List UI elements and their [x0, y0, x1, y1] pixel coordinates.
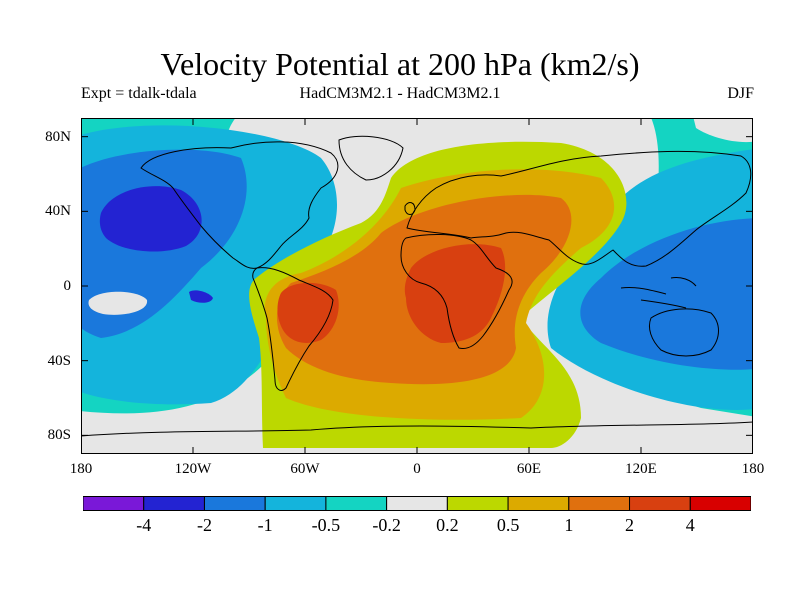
- colorbar-label: 1: [544, 514, 594, 536]
- y-tick-label: 0: [64, 277, 72, 295]
- colorbar-label: 2: [605, 514, 655, 536]
- colorbar-swatch: [326, 497, 387, 511]
- y-tick-label: 40N: [45, 202, 71, 220]
- map-title: Velocity Potential at 200 hPa (km2/s): [0, 44, 800, 84]
- x-tick-label: 120W: [163, 460, 223, 478]
- x-tick-label: 0: [387, 460, 447, 478]
- colorbar-label: -0.5: [301, 514, 351, 536]
- colorbar-swatch: [204, 497, 265, 511]
- map-plot: [81, 118, 753, 454]
- colorbar-label: 4: [665, 514, 715, 536]
- colorbar-swatch: [690, 497, 751, 511]
- colorbar-swatch: [569, 497, 630, 511]
- colorbar-swatch: [144, 497, 205, 511]
- colorbar-label: -0.2: [362, 514, 412, 536]
- colorbar-label: -1: [240, 514, 290, 536]
- x-tick-label: 180: [723, 460, 783, 478]
- colorbar-label: 0.2: [422, 514, 472, 536]
- colorbar-label: -4: [119, 514, 169, 536]
- x-tick-label: 60W: [275, 460, 335, 478]
- x-tick-label: 120E: [611, 460, 671, 478]
- colorbar-swatch: [508, 497, 569, 511]
- y-tick-label: 40S: [48, 352, 71, 370]
- y-tick-label: 80N: [45, 128, 71, 146]
- model-label: HadCM3M2.1 - HadCM3M2.1: [0, 84, 800, 104]
- colorbar: [83, 496, 751, 511]
- colorbar-swatch: [387, 497, 448, 511]
- colorbar-swatch: [447, 497, 508, 511]
- colorbar-swatch: [630, 497, 691, 511]
- colorbar-swatch: [265, 497, 326, 511]
- y-tick-label: 80S: [48, 426, 71, 444]
- x-tick-label: 60E: [499, 460, 559, 478]
- season-label: DJF: [727, 84, 754, 104]
- colorbar-label: -2: [179, 514, 229, 536]
- field-contours: [81, 118, 753, 454]
- x-tick-label: 180: [51, 460, 111, 478]
- colorbar-label: 0.5: [483, 514, 533, 536]
- colorbar-swatch: [83, 497, 144, 511]
